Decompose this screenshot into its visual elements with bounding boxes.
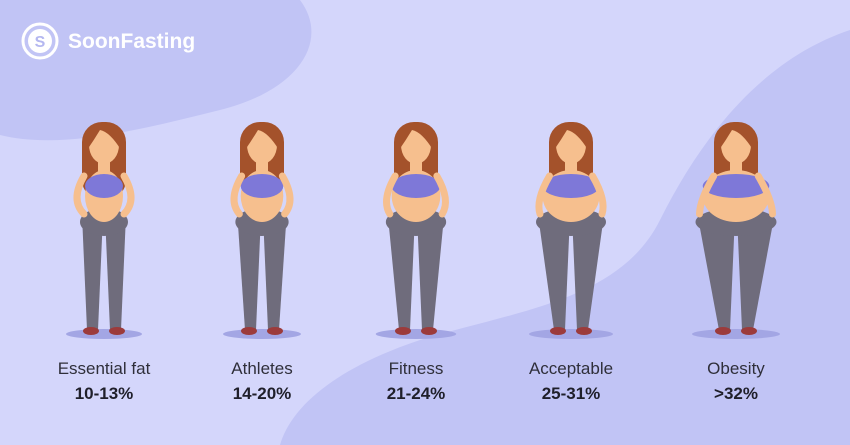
hair-top: [553, 123, 589, 150]
arm: [120, 172, 135, 218]
leg: [737, 215, 775, 330]
shoe: [421, 327, 437, 335]
blob-top-left: [0, 0, 312, 141]
shoe: [550, 327, 566, 335]
logo-ring: [21, 22, 59, 60]
leg: [263, 215, 287, 330]
hair-top: [86, 123, 122, 150]
range-label: 14-20%: [233, 384, 292, 403]
logo: S SoonFasting: [21, 22, 195, 60]
shoe: [109, 327, 125, 335]
leg: [387, 215, 415, 330]
shoe: [715, 327, 731, 335]
leg: [417, 215, 445, 330]
logo-letter: S: [35, 34, 46, 51]
category-label: Fitness: [389, 359, 444, 378]
top: [542, 174, 600, 198]
arm: [278, 172, 294, 218]
leg: [82, 215, 103, 330]
arm: [383, 172, 399, 218]
range-label: 25-31%: [542, 384, 601, 403]
leg: [237, 215, 261, 330]
figures: [66, 122, 780, 339]
figure: [529, 122, 613, 339]
shadow: [223, 329, 301, 339]
leg: [538, 215, 570, 330]
shadow: [692, 329, 780, 339]
range-label: 10-13%: [75, 384, 134, 403]
arm: [230, 172, 246, 218]
range-label: >32%: [714, 384, 758, 403]
shoe: [741, 327, 757, 335]
top: [240, 174, 284, 198]
hair-top: [718, 123, 754, 150]
top: [85, 174, 123, 198]
arm: [589, 172, 607, 218]
shoe: [241, 327, 257, 335]
leg: [697, 215, 735, 330]
range-label: 21-24%: [387, 384, 446, 403]
shoe: [267, 327, 283, 335]
figure: [223, 122, 301, 339]
hair-top: [398, 123, 434, 150]
top: [702, 174, 770, 198]
category-label: Obesity: [707, 359, 765, 378]
leg: [105, 215, 126, 330]
shoe: [395, 327, 411, 335]
shadow: [375, 329, 457, 339]
arm: [696, 172, 718, 218]
blob-bottom-right: [280, 30, 850, 445]
category-label: Acceptable: [529, 359, 613, 378]
arm: [73, 172, 88, 218]
shoe: [83, 327, 99, 335]
figure: [692, 122, 780, 339]
brand-name: SoonFasting: [68, 30, 195, 53]
shadow: [529, 329, 613, 339]
shoe: [576, 327, 592, 335]
category-label: Essential fat: [58, 359, 151, 378]
top: [391, 174, 441, 198]
arm: [754, 172, 776, 218]
figure: [375, 122, 457, 339]
category-label: Athletes: [231, 359, 292, 378]
shadow: [66, 329, 142, 339]
logo-disc: [28, 29, 52, 53]
leg: [572, 215, 604, 330]
hair-top: [244, 123, 280, 150]
arm: [433, 172, 449, 218]
arm: [535, 172, 553, 218]
figure: [66, 122, 142, 339]
